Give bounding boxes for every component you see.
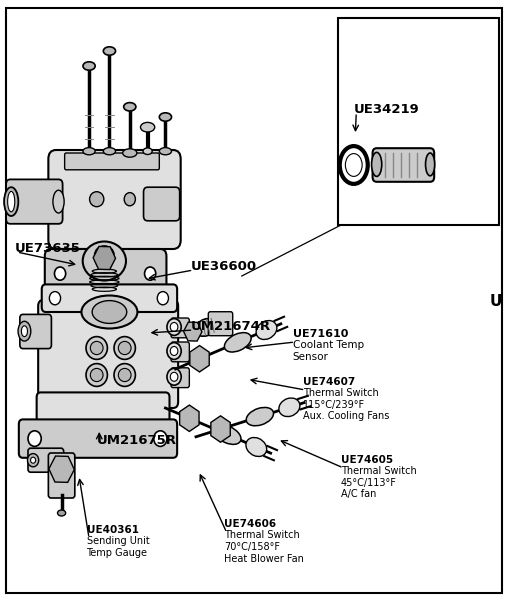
Text: Thermal Switch
115°C/239°F
Aux. Cooling Fans: Thermal Switch 115°C/239°F Aux. Cooling …: [303, 388, 389, 421]
Ellipse shape: [154, 431, 167, 446]
FancyBboxPatch shape: [20, 314, 51, 349]
Ellipse shape: [170, 346, 178, 355]
Ellipse shape: [124, 193, 135, 206]
Ellipse shape: [246, 407, 273, 426]
Ellipse shape: [27, 454, 39, 467]
Ellipse shape: [90, 191, 104, 206]
Ellipse shape: [103, 47, 116, 55]
Ellipse shape: [279, 398, 300, 416]
Ellipse shape: [83, 62, 95, 70]
Ellipse shape: [159, 113, 172, 121]
FancyBboxPatch shape: [37, 392, 169, 431]
Text: UE74605: UE74605: [341, 455, 393, 465]
Ellipse shape: [140, 122, 155, 132]
Ellipse shape: [114, 337, 135, 359]
Ellipse shape: [167, 343, 181, 359]
Text: Sending Unit
Temp Gauge: Sending Unit Temp Gauge: [87, 536, 149, 558]
FancyBboxPatch shape: [171, 342, 189, 362]
Text: U: U: [490, 293, 502, 308]
Ellipse shape: [246, 437, 267, 457]
Ellipse shape: [49, 292, 61, 305]
Ellipse shape: [340, 146, 367, 184]
Ellipse shape: [123, 149, 137, 157]
Ellipse shape: [92, 301, 127, 323]
Ellipse shape: [28, 431, 41, 446]
Ellipse shape: [53, 190, 64, 213]
Ellipse shape: [82, 242, 126, 281]
Ellipse shape: [4, 187, 18, 216]
FancyBboxPatch shape: [373, 148, 434, 182]
Ellipse shape: [21, 326, 27, 337]
Text: UE40361: UE40361: [87, 525, 138, 535]
Text: UM21675R: UM21675R: [97, 434, 177, 448]
Ellipse shape: [224, 332, 251, 352]
Ellipse shape: [81, 295, 137, 329]
FancyBboxPatch shape: [171, 368, 189, 388]
Text: UE74606: UE74606: [224, 519, 276, 529]
Ellipse shape: [145, 267, 156, 280]
Text: UM21674R: UM21674R: [191, 320, 271, 334]
Text: Coolant Temp
Sensor: Coolant Temp Sensor: [293, 340, 364, 362]
FancyBboxPatch shape: [48, 150, 181, 249]
Ellipse shape: [170, 372, 178, 382]
Ellipse shape: [118, 341, 131, 355]
FancyBboxPatch shape: [42, 284, 177, 312]
Bar: [338, 18, 499, 225]
Text: UE73635: UE73635: [14, 242, 80, 256]
Ellipse shape: [426, 153, 435, 176]
FancyBboxPatch shape: [28, 448, 64, 472]
Ellipse shape: [372, 152, 382, 176]
Ellipse shape: [124, 103, 136, 111]
FancyBboxPatch shape: [38, 300, 178, 408]
Ellipse shape: [143, 148, 152, 154]
Ellipse shape: [214, 425, 241, 445]
Ellipse shape: [83, 148, 95, 155]
Ellipse shape: [54, 267, 66, 280]
Ellipse shape: [157, 292, 168, 305]
FancyBboxPatch shape: [48, 453, 75, 498]
Ellipse shape: [118, 368, 131, 382]
Ellipse shape: [86, 337, 107, 359]
FancyBboxPatch shape: [45, 249, 166, 298]
Ellipse shape: [159, 148, 172, 155]
Ellipse shape: [18, 322, 31, 341]
Ellipse shape: [103, 148, 116, 155]
Ellipse shape: [170, 323, 178, 331]
FancyBboxPatch shape: [208, 312, 233, 336]
Ellipse shape: [114, 364, 135, 386]
Ellipse shape: [95, 246, 114, 264]
Text: UE71610: UE71610: [293, 329, 348, 339]
Ellipse shape: [167, 319, 181, 335]
Text: Thermal Switch
70°C/158°F
Heat Blower Fan: Thermal Switch 70°C/158°F Heat Blower Fa…: [224, 530, 304, 563]
Ellipse shape: [8, 191, 15, 212]
Text: Thermal Switch
45°C/113°F
A/C fan: Thermal Switch 45°C/113°F A/C fan: [341, 466, 417, 499]
Text: UE34219: UE34219: [354, 103, 419, 116]
Ellipse shape: [256, 320, 277, 340]
Text: UE36600: UE36600: [191, 260, 257, 274]
FancyBboxPatch shape: [144, 187, 180, 221]
FancyBboxPatch shape: [171, 318, 189, 338]
Ellipse shape: [91, 368, 103, 382]
Ellipse shape: [345, 154, 362, 176]
FancyBboxPatch shape: [19, 419, 177, 458]
Ellipse shape: [91, 341, 103, 355]
Text: UE74607: UE74607: [303, 377, 355, 387]
Ellipse shape: [195, 319, 217, 336]
FancyBboxPatch shape: [6, 179, 63, 224]
Ellipse shape: [167, 368, 181, 385]
Ellipse shape: [31, 457, 36, 463]
FancyBboxPatch shape: [65, 153, 159, 170]
Ellipse shape: [58, 510, 66, 516]
Ellipse shape: [86, 364, 107, 386]
